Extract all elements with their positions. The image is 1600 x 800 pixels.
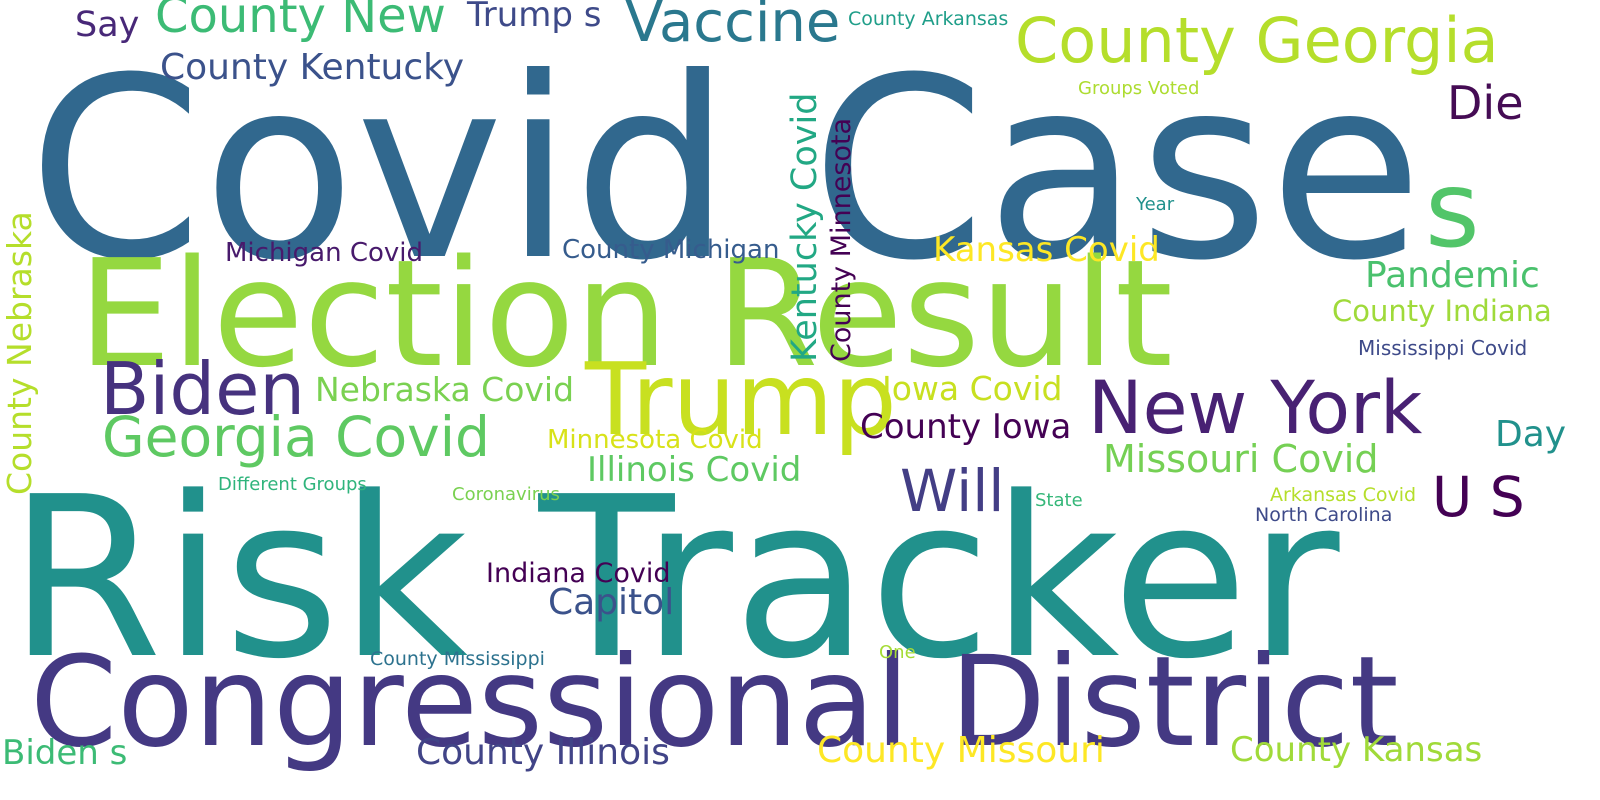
word-bidens: Biden s (2, 733, 128, 773)
word-kentucky-covid: Kentucky Covid (785, 92, 825, 362)
word-say: Say (75, 5, 140, 45)
word-county-georgia: County Georgia (1015, 4, 1499, 77)
word-u-s: U S (1432, 465, 1525, 529)
word-trump: Trump (585, 341, 897, 458)
word-missouri-covid: Missouri Covid (1103, 437, 1379, 481)
word-state: State (1035, 490, 1083, 511)
word-capitol: Capitol (548, 582, 675, 623)
word-mississippi-covid: Mississippi Covid (1358, 336, 1528, 360)
word-will: Will (900, 457, 1005, 525)
word-georgia-covid: Georgia Covid (102, 405, 490, 469)
word-county-indiana: County Indiana (1332, 294, 1552, 328)
word-county-mississippi: County Mississippi (370, 648, 545, 670)
word-day: Day (1495, 414, 1567, 455)
word-groups-voted: Groups Voted (1078, 78, 1200, 99)
word-die: Die (1447, 76, 1524, 130)
word-nebraska-covid: Nebraska Covid (315, 370, 575, 409)
word-north-carolina: North Carolina (1255, 504, 1393, 526)
word-covid-case: Covid Case (28, 24, 1423, 315)
word-county-illinois: County Illinois (416, 732, 670, 773)
word-different-groups: Different Groups (218, 474, 367, 495)
word-county-arkansas: County Arkansas (848, 8, 1009, 30)
word-county-kentucky: County Kentucky (160, 47, 465, 88)
word-iowa-covid: Iowa Covid (882, 369, 1063, 408)
word-trumps: Trump s (467, 0, 602, 35)
word-pandemic: Pandemic (1365, 255, 1540, 296)
word-michigan-covid: Michigan Covid (225, 238, 424, 268)
word-s: s (1425, 149, 1480, 271)
word-election-result: Election Result (78, 228, 1173, 400)
word-county-minnesota: County Minnesota (826, 117, 857, 362)
word-one: One (879, 642, 916, 663)
word-coronavirus: Coronavirus (452, 484, 560, 505)
word-biden: Biden (100, 347, 306, 431)
word-indiana-covid: Indiana Covid (486, 558, 671, 589)
word-vaccine: Vaccine (625, 0, 841, 55)
word-county-missouri: County Missouri (817, 730, 1105, 771)
word-new-york: New York (1088, 366, 1423, 451)
word-arkansas-covid: Arkansas Covid (1270, 484, 1417, 506)
word-minnesota-covid: Minnesota Covid (547, 425, 763, 455)
word-county-new: County New (155, 0, 446, 44)
word-congressional-district: Congressional District (30, 630, 1399, 775)
word-kansas-covid: Kansas Covid (933, 230, 1160, 270)
word-county-iowa: County Iowa (860, 407, 1072, 447)
word-year: Year (1136, 194, 1175, 215)
word-county-michigan: County Michigan (562, 235, 780, 265)
word-risk-tracker: Risk Tracker (8, 450, 1340, 708)
word-county-kansas: County Kansas (1230, 730, 1483, 770)
word-county-nebraska: County Nebraska (0, 211, 39, 495)
word-illinois-covid: Illinois Covid (587, 450, 802, 490)
